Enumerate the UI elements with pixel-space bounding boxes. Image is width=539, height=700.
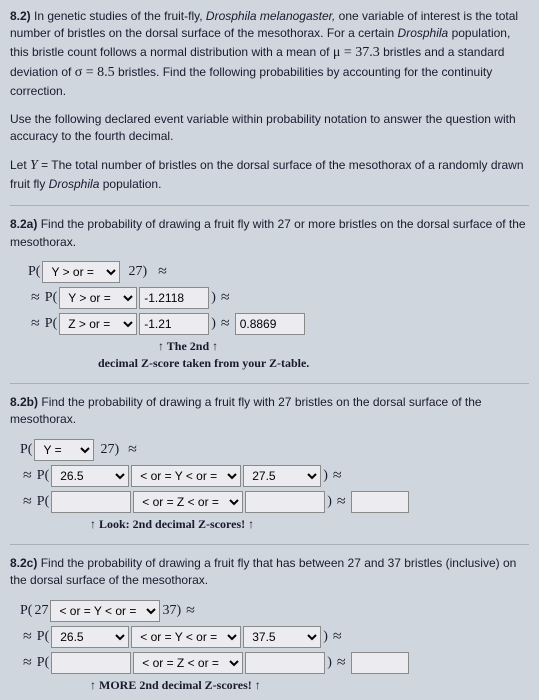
a-input-3[interactable] bbox=[139, 313, 209, 335]
b-z-lo[interactable] bbox=[51, 491, 131, 513]
a-prompt: 8.2a) Find the probability of drawing a … bbox=[10, 216, 529, 251]
divider bbox=[10, 205, 529, 206]
question-intro: 8.2) In genetic studies of the fruit-fly… bbox=[10, 8, 529, 193]
let-statement: Let Y = The total number of bristles on … bbox=[10, 156, 529, 194]
c-input-lo[interactable]: 26.5 bbox=[51, 626, 129, 648]
divider bbox=[10, 544, 529, 545]
c-mid-1b[interactable]: < or = Y < or = bbox=[131, 626, 241, 648]
b-input-hi[interactable]: 27.5 bbox=[243, 465, 321, 487]
use-note: Use the following declared event variabl… bbox=[10, 111, 529, 146]
b-line2: ≈ P( 26.5 < or = Y < or = 27.5 ) ≈ bbox=[20, 465, 529, 487]
a-input-2[interactable] bbox=[139, 287, 209, 309]
b-mid-2[interactable]: < or = Z < or = bbox=[133, 491, 243, 513]
b-mid-1[interactable]: < or = Y < or = bbox=[131, 465, 241, 487]
a-select-2[interactable]: Y > or = bbox=[59, 287, 137, 309]
c-z-lo[interactable] bbox=[51, 652, 131, 674]
part-a: 8.2a) Find the probability of drawing a … bbox=[10, 216, 529, 371]
a-line1: P( Y > or = 27) ≈ bbox=[28, 261, 529, 283]
b-line1: P( Y = 27) ≈ bbox=[20, 439, 529, 461]
a-select-1[interactable]: Y > or = bbox=[42, 261, 120, 283]
c-mid-1[interactable]: < or = Y < or = bbox=[50, 600, 160, 622]
b-input-lo[interactable]: 26.5 bbox=[51, 465, 129, 487]
intro-paragraph: 8.2) In genetic studies of the fruit-fly… bbox=[10, 8, 529, 101]
a-line3: ≈ P( Z > or = ) ≈ bbox=[28, 313, 529, 335]
b-prompt: 8.2b) Find the probability of drawing a … bbox=[10, 394, 529, 429]
a-select-3[interactable]: Z > or = bbox=[59, 313, 137, 335]
c-input-hi[interactable]: 37.5 bbox=[243, 626, 321, 648]
c-answer[interactable] bbox=[351, 652, 409, 674]
b-z-hi[interactable] bbox=[245, 491, 325, 513]
a-note2: decimal Z-score taken from your Z-table. bbox=[28, 356, 529, 371]
b-answer[interactable] bbox=[351, 491, 409, 513]
c-line2: ≈ P( 26.5 < or = Y < or = 37.5 ) ≈ bbox=[20, 626, 529, 648]
b-note: ↑ Look: 2nd decimal Z-scores! ↑ bbox=[20, 517, 529, 532]
q-label: 8.2) bbox=[10, 9, 31, 23]
c-prompt: 8.2c) Find the probability of drawing a … bbox=[10, 555, 529, 590]
a-answer[interactable] bbox=[235, 313, 305, 335]
b-select-1[interactable]: Y = bbox=[34, 439, 94, 461]
c-line3: ≈ P( < or = Z < or = ) ≈ bbox=[20, 652, 529, 674]
a-line2: ≈ P( Y > or = ) ≈ bbox=[28, 287, 529, 309]
a-note: ↑ The 2nd ↑ bbox=[28, 339, 529, 354]
c-z-hi[interactable] bbox=[245, 652, 325, 674]
c-line1: P( 27 < or = Y < or = 37) ≈ bbox=[20, 600, 529, 622]
c-mid-2[interactable]: < or = Z < or = bbox=[133, 652, 243, 674]
c-note: ↑ MORE 2nd decimal Z-scores! ↑ bbox=[20, 678, 529, 693]
b-line3: ≈ P( < or = Z < or = ) ≈ bbox=[20, 491, 529, 513]
part-c: 8.2c) Find the probability of drawing a … bbox=[10, 555, 529, 693]
divider bbox=[10, 383, 529, 384]
part-b: 8.2b) Find the probability of drawing a … bbox=[10, 394, 529, 532]
